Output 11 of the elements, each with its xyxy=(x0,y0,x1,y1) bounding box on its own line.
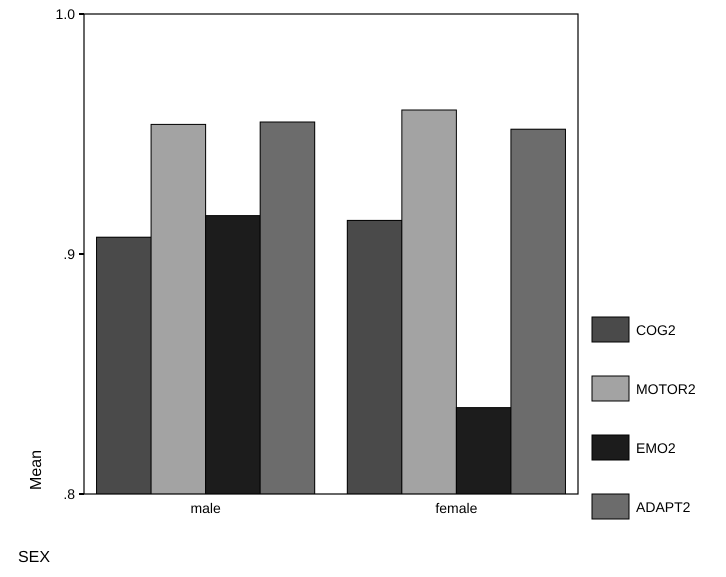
y-tick-label: .8 xyxy=(63,486,76,502)
legend-label: ADAPT2 xyxy=(636,499,691,515)
x-axis-title: SEX xyxy=(18,549,50,566)
legend-label: MOTOR2 xyxy=(636,381,696,397)
y-tick-label: .9 xyxy=(63,246,76,262)
x-tick-label: male xyxy=(190,500,221,516)
x-tick-label: female xyxy=(435,500,478,516)
legend-label: EMO2 xyxy=(636,440,676,456)
y-tick-label: 1.0 xyxy=(56,6,76,22)
legend-label: COG2 xyxy=(636,322,676,338)
y-axis-title: Mean xyxy=(28,450,45,490)
